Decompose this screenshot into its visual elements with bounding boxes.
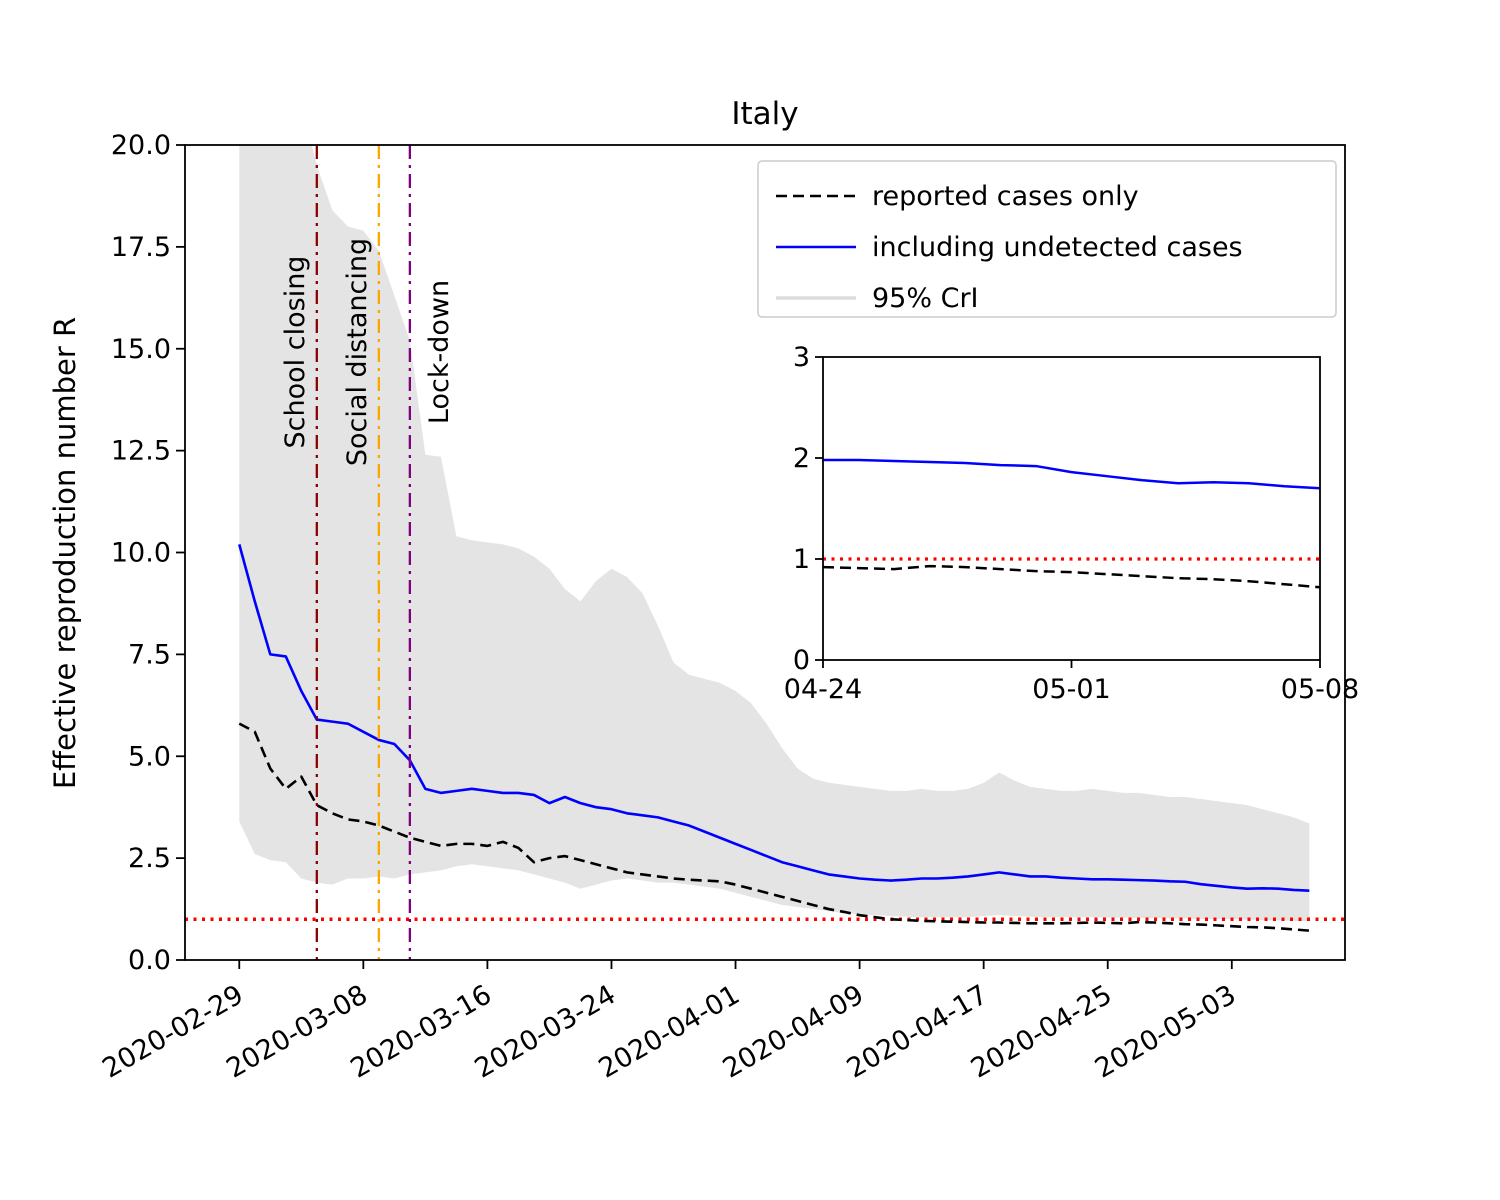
inset-series-line-0: [822, 564, 1321, 589]
legend-label-reported: reported cases only: [872, 181, 1139, 212]
inset-y-tick-label: 3: [793, 342, 810, 373]
y-tick-label: 12.5: [111, 436, 171, 467]
x-tick-label: 2020-02-29: [97, 979, 248, 1084]
y-tick-label: 15.0: [111, 334, 171, 365]
x-tick-label: 2020-05-03: [1090, 979, 1241, 1084]
x-tick-label: 2020-04-01: [594, 979, 745, 1084]
x-tick-label: 2020-03-08: [221, 979, 372, 1084]
legend-box: [757, 160, 1337, 318]
y-tick-label: 20.0: [111, 130, 171, 161]
inset-background: [823, 357, 1320, 660]
event-label-2: Lock-down: [424, 280, 455, 424]
inset-y-tick-label: 0: [793, 645, 810, 676]
legend: reported cases only including undetected…: [757, 160, 1337, 318]
series-line-0: [238, 722, 1310, 932]
chart-title: Italy: [731, 96, 798, 132]
y-tick-label: 2.5: [128, 843, 171, 874]
inset-x-tick-label: 04-24: [784, 674, 862, 705]
y-tick-label: 10.0: [111, 538, 171, 569]
event-label-0: School closing: [280, 256, 311, 449]
series-line-1: [238, 544, 1310, 893]
inset-y-tick-label: 2: [793, 443, 810, 474]
x-tick-label: 2020-04-25: [966, 979, 1117, 1084]
y-tick-label: 5.0: [128, 741, 171, 772]
y-axis-label: Effective reproduction number R: [48, 317, 82, 789]
inset-series-line-1: [823, 458, 1321, 490]
cri-band: [239, 145, 1310, 922]
y-tick-label: 17.5: [111, 232, 171, 263]
inset-plot: 0 1 2 3 04-24 05-01 05-08: [784, 342, 1359, 705]
legend-label-undetected: including undetected cases: [872, 232, 1243, 263]
inset-x-tick-label: 05-01: [1032, 674, 1110, 705]
x-tick-label: 2020-04-09: [718, 979, 869, 1084]
x-tick-label: 2020-04-17: [842, 979, 993, 1084]
x-tick-label: 2020-03-24: [470, 979, 621, 1084]
legend-label-cri: 95% CrI: [872, 283, 979, 314]
y-tick-label: 0.0: [128, 945, 171, 976]
event-label-1: Social distancing: [342, 238, 373, 466]
inset-y-tick-label: 1: [793, 544, 810, 575]
y-tick-label: 7.5: [128, 639, 171, 670]
x-tick-label: 2020-03-16: [346, 979, 497, 1084]
inset-x-tick-label: 05-08: [1281, 674, 1359, 705]
